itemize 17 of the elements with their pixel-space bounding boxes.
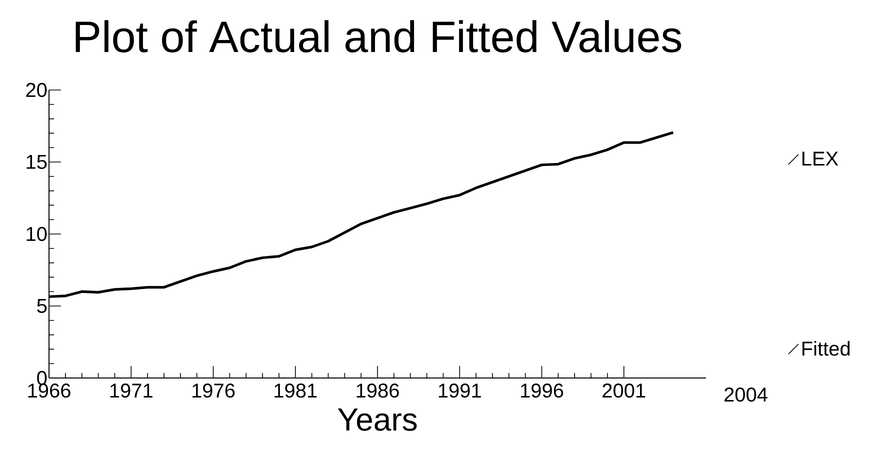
chart-title: Plot of Actual and Fitted Values bbox=[76, 20, 682, 52]
x-tick-label: 1971 bbox=[110, 384, 152, 398]
y-tick-label: 5 bbox=[37, 299, 47, 313]
legend-label: Fitted bbox=[802, 341, 850, 356]
text: 2004 bbox=[724, 388, 768, 402]
legend-label: LEX bbox=[802, 152, 838, 166]
x-tick-label: 1991 bbox=[438, 384, 481, 398]
x-tick-label: 1981 bbox=[274, 384, 317, 398]
y-tick-label: 10 bbox=[26, 226, 47, 242]
y-tick-label: 15 bbox=[26, 155, 47, 169]
x-axis-title: Years bbox=[338, 408, 417, 431]
x-tick-label: 1986 bbox=[356, 384, 399, 398]
x-tick-label: 1996 bbox=[521, 384, 564, 398]
x-tick-label: 1966 bbox=[28, 384, 70, 398]
x-tick-label: 2001 bbox=[602, 384, 646, 398]
y-tick-label: 20 bbox=[26, 82, 47, 98]
x-tick-label: 1976 bbox=[192, 384, 235, 398]
